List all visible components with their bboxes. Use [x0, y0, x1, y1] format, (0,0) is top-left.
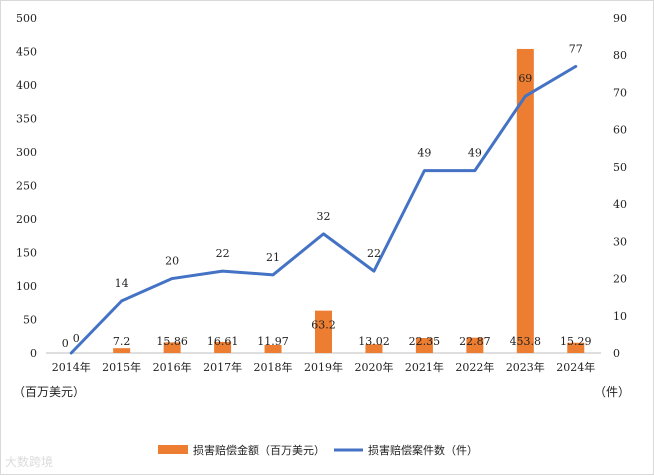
y-left-tick-label: 350 [16, 113, 37, 126]
line-data-label: 14 [115, 277, 129, 290]
watermark-text: 大数跨境 [5, 455, 54, 469]
bar [163, 342, 181, 353]
bar [315, 310, 332, 353]
y-left-tick-label: 250 [16, 180, 37, 193]
x-tick-label: 2021年 [405, 360, 444, 374]
x-tick-label: 2019年 [304, 360, 343, 374]
y-right-unit-label: （件） [594, 385, 630, 399]
legend-label-line: 损害赔偿案件数（件） [368, 443, 478, 457]
x-tick-label: 2017年 [203, 360, 242, 374]
y-right-tick-label: 90 [613, 12, 627, 25]
line-data-label: 21 [266, 251, 280, 264]
legend-label-bar: 损害赔偿金额（百万美元） [193, 443, 325, 457]
line-data-label: 22 [216, 247, 230, 260]
line-data-label: 22 [367, 247, 381, 260]
y-left-tick-label: 500 [16, 12, 37, 25]
line-data-label: 49 [468, 147, 482, 160]
line-data-label: 77 [569, 42, 583, 55]
y-right-tick-label: 80 [613, 49, 627, 62]
bar-data-label: 16.61 [207, 335, 239, 348]
y-right-tick-label: 70 [613, 86, 627, 99]
y-left-tick-label: 100 [16, 280, 37, 293]
y-right-tick-label: 20 [613, 273, 627, 286]
y-left-tick-label: 50 [23, 314, 37, 327]
x-tick-label: 2022年 [455, 360, 494, 374]
y-left-tick-label: 200 [16, 213, 37, 226]
bar [365, 344, 383, 353]
line-data-label: 0 [73, 332, 80, 345]
bar-data-label: 0 [62, 337, 69, 350]
series-line [69, 64, 578, 355]
bar-data-label: 15.29 [560, 335, 592, 348]
x-tick-label: 2015年 [102, 360, 141, 374]
y-right-tick-label: 40 [613, 198, 627, 211]
y-right-tick-label: 60 [613, 124, 627, 137]
y-left-tick-label: 0 [30, 347, 37, 360]
bar [113, 348, 131, 353]
x-tick-label: 2020年 [354, 360, 393, 374]
bar-data-label: 63.2 [311, 319, 336, 332]
y-left-unit-label: （百万美元） [13, 385, 85, 399]
x-tick-label: 2023年 [506, 360, 545, 374]
x-tick-label: 2024年 [556, 360, 595, 374]
x-tick-label: 2014年 [52, 360, 91, 374]
bar [567, 342, 585, 353]
y-right-tick-label: 0 [613, 347, 620, 360]
y-right-tick-label: 10 [613, 310, 627, 323]
y-left-tick-label: 400 [16, 79, 37, 92]
y-right-tick-label: 50 [613, 161, 627, 174]
bar-data-label: 13.02 [358, 335, 390, 348]
x-tick-label: 2018年 [254, 360, 293, 374]
line-data-label: 49 [417, 147, 431, 160]
bar [466, 337, 484, 353]
bar-data-label: 22.35 [409, 335, 441, 348]
bar-data-label: 7.2 [113, 335, 131, 348]
y-left-tick-label: 150 [16, 247, 37, 260]
line-data-label: 69 [518, 72, 532, 85]
bar-data-label: 15.86 [156, 335, 188, 348]
y-left-tick-label: 300 [16, 146, 37, 159]
bar-data-label: 11.97 [257, 335, 289, 348]
y-left-tick-label: 450 [16, 46, 37, 59]
x-tick-label: 2016年 [153, 360, 192, 374]
line-data-label: 20 [165, 255, 179, 268]
y-right-tick-label: 30 [613, 235, 627, 248]
legend-swatch-bar [158, 445, 188, 454]
bar [516, 48, 534, 353]
bar [264, 344, 282, 353]
bar-data-label: 453.8 [510, 335, 542, 348]
line-data-label: 32 [317, 210, 331, 223]
bar [214, 341, 232, 353]
bar-data-label: 22.87 [459, 335, 491, 348]
bar [415, 338, 433, 353]
